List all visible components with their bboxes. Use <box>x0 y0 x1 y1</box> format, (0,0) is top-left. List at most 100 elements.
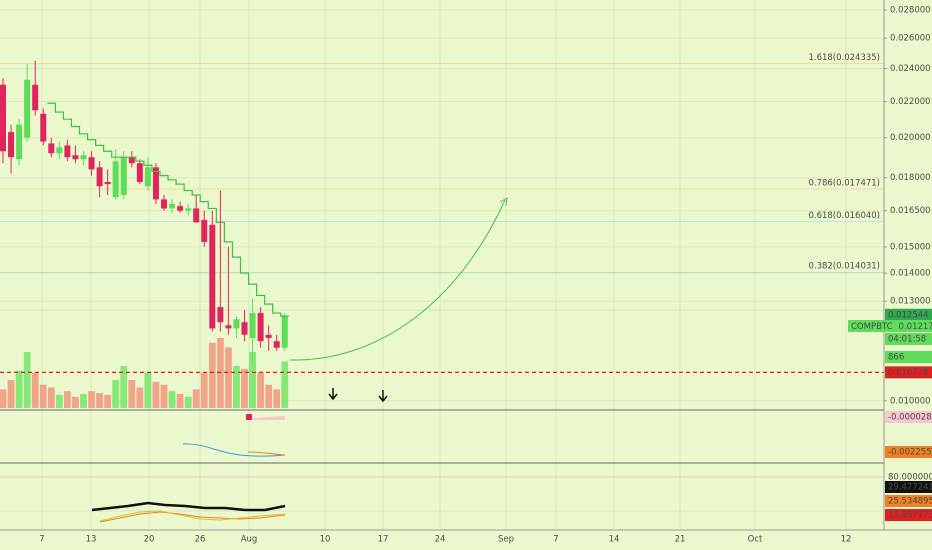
stoch-tag-bg <box>885 509 932 521</box>
candle-body <box>217 307 224 323</box>
last-price: 0.012179 <box>899 321 932 331</box>
candle-body <box>144 167 151 187</box>
volume-bar <box>184 396 192 408</box>
candle-body <box>128 157 135 164</box>
last-price-bg <box>848 319 932 332</box>
macd-line <box>182 443 286 457</box>
plot-area <box>0 0 884 530</box>
y-tick-label: 0.013000 <box>890 297 931 307</box>
y-tick-label: 0.014000 <box>890 269 931 279</box>
candle-body <box>169 203 176 209</box>
candle-body <box>193 208 200 223</box>
volume-bar <box>241 368 248 408</box>
symbol: COMPBTC <box>851 321 893 331</box>
volume-bar <box>64 391 71 408</box>
stoch-tag: 80.000000 <box>888 473 932 483</box>
volume-bar <box>233 366 240 408</box>
macd-histogram <box>253 416 285 420</box>
volume-bar <box>47 387 55 408</box>
candle-body <box>185 208 192 211</box>
volume-bar <box>7 380 15 408</box>
volume-bar <box>72 396 79 408</box>
x-tick-label: 13 <box>86 535 97 545</box>
candle-body <box>152 167 159 200</box>
y-tick-label: 0.022000 <box>890 97 931 107</box>
volume-bar <box>281 361 289 408</box>
x-tick-label: Sep <box>498 535 514 545</box>
stoch-tag: 13.857173 <box>888 511 932 521</box>
volume-bar <box>273 389 281 408</box>
trail-tag: 0.012544 <box>888 310 929 320</box>
y-tick-label: 0.010000 <box>890 396 931 406</box>
volume-bar <box>104 394 112 408</box>
volume-bar <box>168 391 176 408</box>
volume-bar <box>112 380 120 408</box>
candle-body <box>161 199 167 209</box>
x-tick-label: 12 <box>841 535 852 545</box>
macd-tag-bg <box>885 411 932 423</box>
volume-bar <box>160 384 168 408</box>
stoch-tag-bg <box>885 481 932 493</box>
candle-body <box>136 163 143 182</box>
candle-body <box>96 167 103 187</box>
fib-label: 0.618(0.016040) <box>808 211 880 221</box>
fib-label: 1.618(0.024335) <box>808 53 880 63</box>
candle-body <box>56 147 63 154</box>
x-tick-label: 21 <box>675 535 686 545</box>
volume-bar <box>31 372 39 408</box>
candle-body <box>273 341 280 348</box>
volume-bar <box>88 391 95 408</box>
down-arrow <box>378 390 388 403</box>
candle-body <box>112 161 119 198</box>
volume-bar <box>208 342 216 408</box>
y-tick-label: 0.018000 <box>890 173 931 183</box>
volume-bar <box>200 372 208 408</box>
candle-body <box>0 84 6 152</box>
x-tick-label: 7 <box>553 535 558 545</box>
stoch-k <box>99 511 286 523</box>
candle-body <box>48 143 55 154</box>
x-tick-label: Aug <box>241 535 258 545</box>
candle-body <box>249 313 256 338</box>
candle-body <box>225 325 232 329</box>
volume-bar <box>128 380 136 408</box>
candle-body <box>120 157 127 195</box>
candle-body <box>8 132 15 158</box>
signal-line <box>247 451 286 456</box>
volume-bar <box>257 372 264 408</box>
countdown-bg <box>885 332 932 345</box>
volume-bar <box>23 352 31 408</box>
candle-body <box>16 124 23 160</box>
volume-bar <box>144 372 152 408</box>
stoch-tag: 25.534895 <box>888 497 932 507</box>
stoch-d <box>99 510 286 522</box>
support-tag-bg <box>885 366 932 379</box>
volume-bar <box>249 352 256 408</box>
volume-bar <box>0 389 7 408</box>
y-tick-label: 0.020000 <box>890 133 931 143</box>
y-tick-label: 0.026000 <box>890 34 931 44</box>
candle-body <box>241 322 248 335</box>
macd-tag: -0.002255 <box>888 448 932 458</box>
volume-bar <box>120 366 128 408</box>
volume-tag: 866 <box>888 352 904 362</box>
stoch-tag: 29.477241 <box>888 483 932 493</box>
stoch-tag-bg <box>885 495 932 507</box>
trail-stop-line <box>47 102 289 317</box>
volume-bar <box>80 393 87 408</box>
x-tick-label: Oct <box>748 535 763 545</box>
volume-bar <box>176 393 184 408</box>
macd-histogram <box>246 414 252 420</box>
support-tag: 0.010778 <box>888 368 929 378</box>
y-tick-label: 0.028000 <box>890 6 931 16</box>
stoch-line <box>91 501 286 512</box>
candle-body <box>40 113 47 142</box>
projection-arrow <box>289 199 506 361</box>
candle-body <box>72 155 79 160</box>
volume-bar <box>265 384 273 408</box>
candle-body <box>24 79 31 138</box>
volume-bar <box>15 370 23 408</box>
candle-body <box>201 220 208 242</box>
